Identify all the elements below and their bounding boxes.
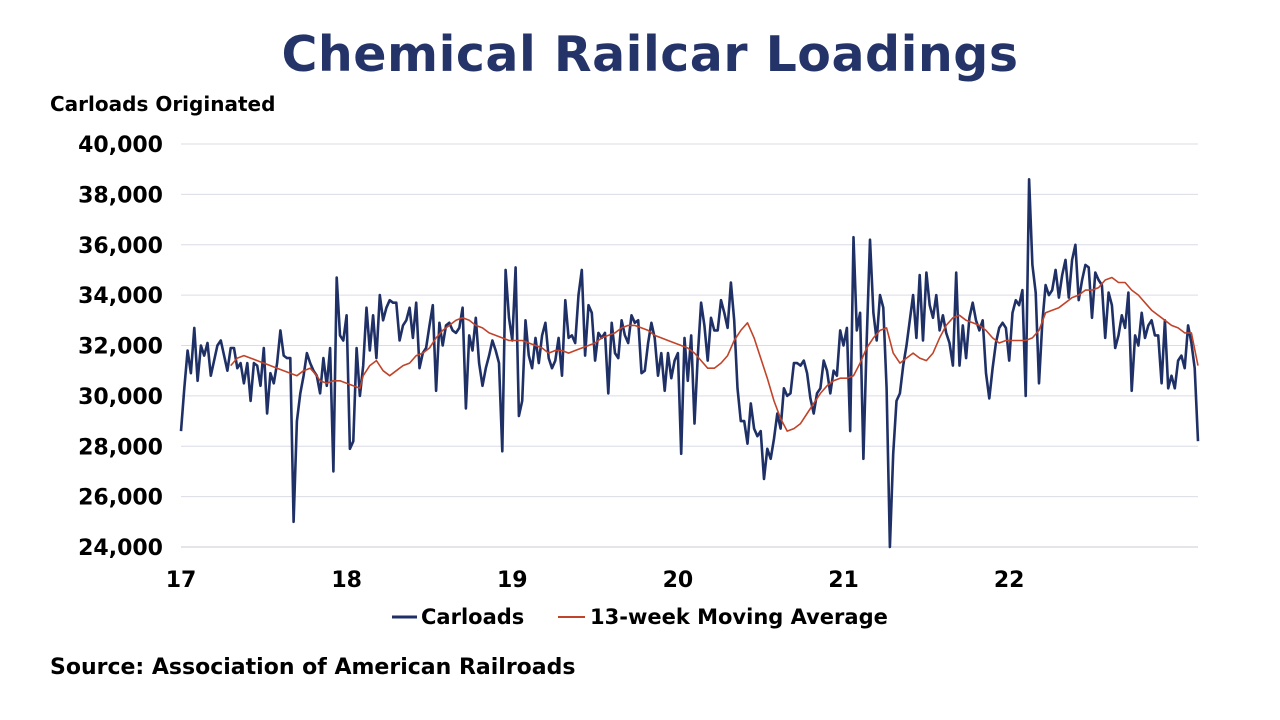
series-group (179, 178, 1200, 549)
y-tick-label: 26,000 (78, 486, 163, 511)
x-tick-label: 18 (331, 568, 362, 593)
x-tick-label: 21 (828, 568, 859, 593)
y-axis-label: Carloads Originated (50, 92, 276, 116)
y-tick-label: 40,000 (78, 133, 163, 158)
chart-title: Chemical Railcar Loadings (281, 26, 1019, 83)
y-tick-label: 38,000 (78, 183, 163, 208)
x-tick-label: 20 (663, 568, 694, 593)
x-tick-label: 19 (497, 568, 528, 593)
y-tick-label: 30,000 (78, 385, 163, 410)
source-note: Source: Association of American Railroad… (50, 655, 576, 680)
y-tick-label: 36,000 (78, 234, 163, 259)
x-tick-labels: 17 18 19 20 21 22 (166, 568, 1025, 593)
x-tick-label: 17 (166, 568, 197, 593)
y-tick-label: 28,000 (78, 435, 163, 460)
legend: Carloads 13-week Moving Average (392, 605, 888, 629)
series-line-moving-average (230, 276, 1199, 432)
y-tick-label: 34,000 (78, 284, 163, 309)
x-tick-label: 22 (994, 568, 1025, 593)
y-tick-label: 32,000 (78, 335, 163, 360)
series-line-carloads (179, 178, 1200, 549)
legend-carloads-label: Carloads (421, 605, 524, 629)
y-tick-labels: 24,000 26,000 28,000 30,000 32,000 34,000 36,0… (78, 133, 163, 561)
legend-moving-average-label: 13-week Moving Average (590, 605, 888, 629)
y-tick-label: 24,000 (78, 536, 163, 561)
